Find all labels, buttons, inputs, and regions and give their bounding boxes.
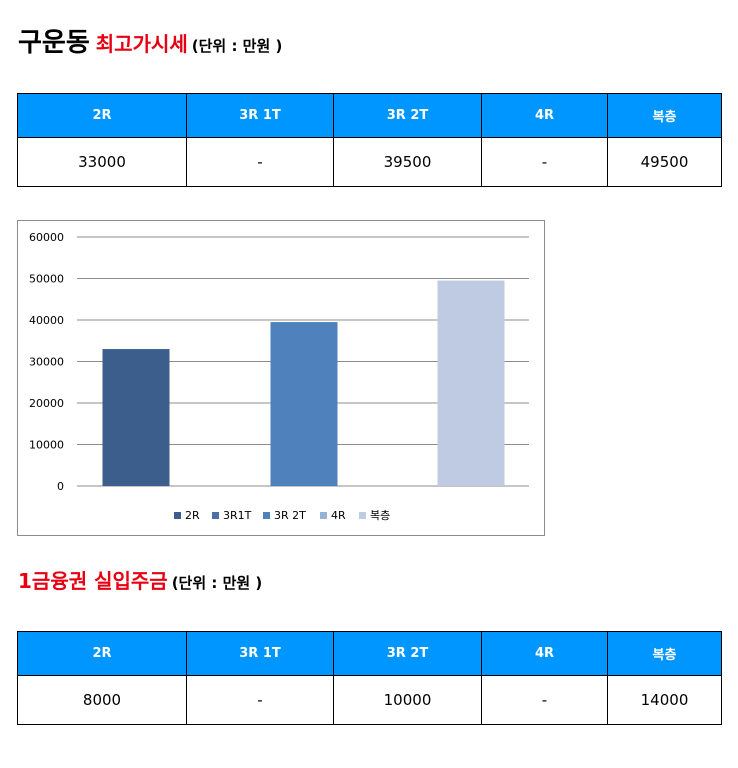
bar-3r2t (270, 322, 338, 486)
value-cell: - (186, 675, 334, 725)
deposit-table: 2R 3R 1T 3R 2T 4R 복층 8000 - 10000 - 1400… (17, 631, 722, 725)
header-cell: 4R (481, 631, 608, 676)
header-cell: 2R (17, 631, 187, 676)
legend-swatch (320, 512, 327, 519)
legend-label: 복층 (370, 509, 390, 522)
max-price-title: 최고가시세 (95, 32, 188, 56)
chart-canvas: 0 10000 20000 30000 40000 50000 60000 2R 3R1T 3R … (29, 231, 529, 522)
legend-label: 3R 2T (274, 509, 306, 522)
table-header-row: 2R 3R 1T 3R 2T 4R 복층 (17, 631, 722, 676)
y-tick-label: 40000 (29, 314, 64, 327)
y-tick-label: 20000 (29, 397, 64, 410)
legend-swatch (212, 512, 219, 519)
bar-복층 (437, 280, 505, 486)
value-cell: 8000 (17, 675, 187, 725)
header-cell: 3R 2T (333, 631, 482, 676)
table-header-row: 2R 3R 1T 3R 2T 4R 복층 (17, 93, 722, 138)
y-tick-label: 0 (57, 480, 64, 493)
value-cell: 14000 (607, 675, 722, 725)
value-cell: 10000 (333, 675, 482, 725)
legend-swatch (263, 512, 270, 519)
header-cell: 4R (481, 93, 608, 138)
header-cell: 3R 1T (186, 631, 334, 676)
legend-label: 4R (331, 509, 346, 522)
value-cell: 33000 (17, 137, 187, 187)
legend-swatch (174, 512, 181, 519)
deposit-heading: 1금융권 실입주금 (단위 : 만원 ) (18, 565, 262, 594)
y-tick-label: 60000 (29, 231, 64, 244)
value-cell: - (186, 137, 334, 187)
header-cell: 복층 (607, 93, 722, 138)
header-cell: 2R (17, 93, 187, 138)
price-heading: 구운동 최고가시세 (단위 : 만원 ) (18, 22, 282, 59)
header-cell: 3R 1T (186, 93, 334, 138)
table-row: 8000 - 10000 - 14000 (17, 675, 722, 725)
legend-label: 2R (185, 509, 200, 522)
value-cell: 49500 (607, 137, 722, 187)
deposit-title: 1금융권 실입주금 (18, 569, 168, 593)
max-price-table: 2R 3R 1T 3R 2T 4R 복층 33000 - 39500 - 495… (17, 93, 722, 187)
header-cell: 복층 (607, 631, 722, 676)
table-row: 33000 - 39500 - 49500 (17, 137, 722, 187)
unit-label: (단위 : 만원 ) (191, 37, 283, 55)
y-tick-label: 10000 (29, 439, 64, 452)
y-tick-label: 50000 (29, 273, 64, 286)
y-tick-label: 30000 (29, 356, 64, 369)
value-cell: - (481, 675, 608, 725)
place-name: 구운동 (18, 28, 90, 58)
price-bar-chart: 0 10000 20000 30000 40000 50000 60000 2R 3R1T 3R … (17, 220, 545, 536)
legend-swatch (359, 512, 366, 519)
value-cell: - (481, 137, 608, 187)
header-cell: 3R 2T (333, 93, 482, 138)
bar-2r (102, 349, 170, 486)
legend-label: 3R1T (223, 509, 252, 522)
unit-label: (단위 : 만원 ) (171, 574, 263, 592)
value-cell: 39500 (333, 137, 482, 187)
